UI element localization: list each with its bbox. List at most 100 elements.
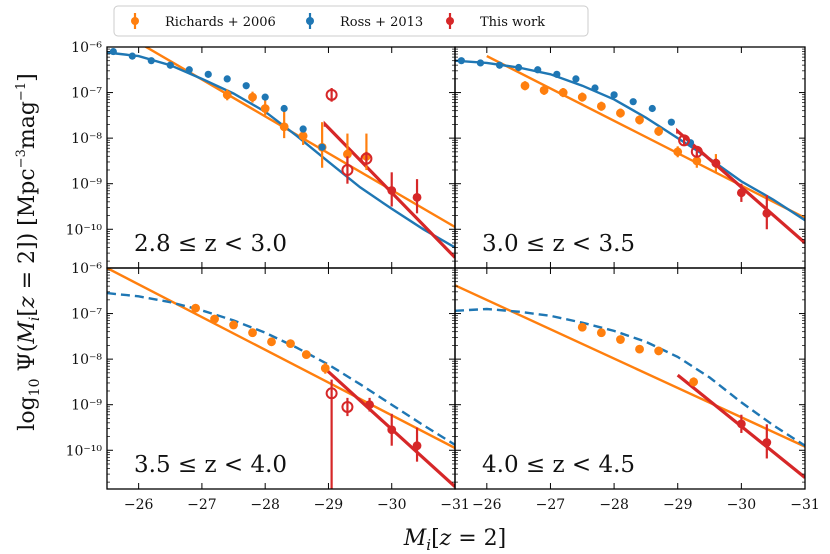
panel-label: 3.0 ≤ z < 3.5 — [482, 231, 635, 257]
richards-point — [654, 346, 664, 356]
fit-line-red — [321, 364, 455, 488]
this-work-point — [365, 400, 374, 410]
x-tick-label: −30 — [377, 497, 407, 513]
ross-point — [667, 118, 675, 126]
richards-point — [596, 101, 606, 111]
ross-point — [166, 61, 174, 69]
panel-3 — [107, 268, 455, 489]
richards-point — [222, 90, 232, 100]
this-work-point — [387, 425, 397, 435]
fit-line-orange — [107, 268, 455, 450]
this-work-point — [762, 438, 772, 447]
x-tick-label: −28 — [599, 497, 629, 513]
x-tick-label: −26 — [472, 497, 502, 513]
richards-point — [191, 303, 200, 313]
legend-marker — [446, 17, 454, 25]
richards-point — [635, 344, 644, 354]
richards-point — [248, 92, 257, 102]
panel-frame — [454, 267, 806, 490]
y-tick-label: 10⁻⁹ — [71, 398, 102, 414]
x-tick-label: −31 — [790, 497, 820, 513]
this-work-point — [387, 186, 397, 195]
panel-4 — [455, 284, 805, 479]
panel-label: 2.8 ≤ z < 3.0 — [134, 231, 287, 257]
y-tick-label: 10⁻⁹ — [71, 177, 102, 193]
ross-point — [280, 104, 288, 113]
richards-point — [343, 149, 352, 159]
richards-point — [210, 314, 219, 324]
y-axis-label: log10 Ψ(Mi[z = 2]) [Mpc−3mag−1] — [14, 73, 43, 430]
x-tick-label: −30 — [727, 497, 757, 513]
ross-point — [299, 125, 307, 133]
richards-point — [301, 350, 311, 359]
legend-label: This work — [480, 15, 545, 30]
fit-line-red — [323, 120, 455, 259]
ross-point — [457, 57, 465, 65]
richards-point — [558, 88, 568, 97]
ross-point — [591, 84, 599, 92]
ross-point — [109, 47, 117, 56]
fit-line-red — [676, 127, 805, 245]
richards-point — [267, 337, 276, 347]
y-tick-label: 10⁻⁷ — [71, 307, 102, 323]
fit-line-blue — [107, 291, 455, 446]
ross-point — [223, 75, 231, 83]
y-tick-label: 10⁻⁶ — [71, 261, 102, 277]
ross-point — [204, 70, 212, 78]
ross-point — [572, 75, 580, 83]
richards-point — [577, 322, 587, 332]
legend-label: Ross + 2013 — [340, 15, 423, 30]
richards-point — [260, 104, 270, 113]
panel-label: 4.0 ≤ z < 4.5 — [482, 452, 635, 478]
x-tick-label: −28 — [250, 497, 280, 513]
this-work-point — [711, 158, 721, 168]
this-work-point — [412, 441, 422, 451]
richards-point — [539, 85, 549, 95]
this-work-point — [736, 419, 746, 429]
richards-point — [673, 147, 683, 157]
ross-point — [242, 82, 250, 90]
ross-point — [515, 63, 523, 72]
x-tick-label: −26 — [124, 497, 154, 513]
x-tick-label: −29 — [314, 497, 344, 513]
ross-point — [648, 104, 656, 113]
legend-marker — [306, 17, 314, 25]
richards-point — [689, 377, 699, 387]
fit-line-blue — [107, 51, 455, 249]
legend: Richards + 2006 Ross + 2013 This work — [113, 5, 589, 37]
this-work-point — [360, 152, 373, 165]
legend-label: Richards + 2006 — [165, 15, 276, 30]
x-axis-label: Mi[z = 2] — [403, 526, 507, 554]
richards-point — [692, 156, 702, 166]
richards-point — [248, 328, 257, 338]
this-work-point — [325, 88, 338, 101]
ticks: 10⁻¹⁰ 10⁻⁹ 10⁻⁸ 10⁻⁷ 10⁻⁶ 10⁻¹⁰ 10⁻⁹ 10⁻⁸ 10⁻⁷ 10… — [66, 40, 820, 513]
ross-point — [147, 57, 155, 65]
this-work-point — [412, 192, 422, 202]
panel-1 — [107, 47, 455, 259]
fit-line-blue — [455, 307, 805, 447]
ross-point — [476, 59, 485, 67]
fit-line-orange — [486, 55, 805, 219]
richards-point — [320, 363, 330, 373]
x-tick-label: −31 — [440, 497, 470, 513]
richards-point — [654, 126, 664, 136]
this-work-point — [341, 400, 354, 413]
ross-point — [261, 93, 269, 101]
richards-point — [279, 122, 289, 132]
panel-label: 3.5 ≤ z < 4.0 — [134, 452, 287, 478]
ross-point — [318, 143, 326, 151]
ross-point — [128, 52, 136, 60]
y-tick-label: 10⁻⁶ — [71, 40, 102, 56]
richards-point — [577, 92, 587, 102]
richards-point — [229, 320, 238, 330]
frames — [106, 46, 806, 490]
x-tick-label: −27 — [187, 497, 217, 513]
this-work-point — [762, 208, 772, 218]
this-work-point — [325, 387, 338, 400]
y-tick-label: 10⁻⁸ — [71, 131, 102, 147]
this-work-point — [678, 134, 691, 147]
legend-marker — [131, 17, 139, 25]
richards-point — [520, 81, 530, 91]
